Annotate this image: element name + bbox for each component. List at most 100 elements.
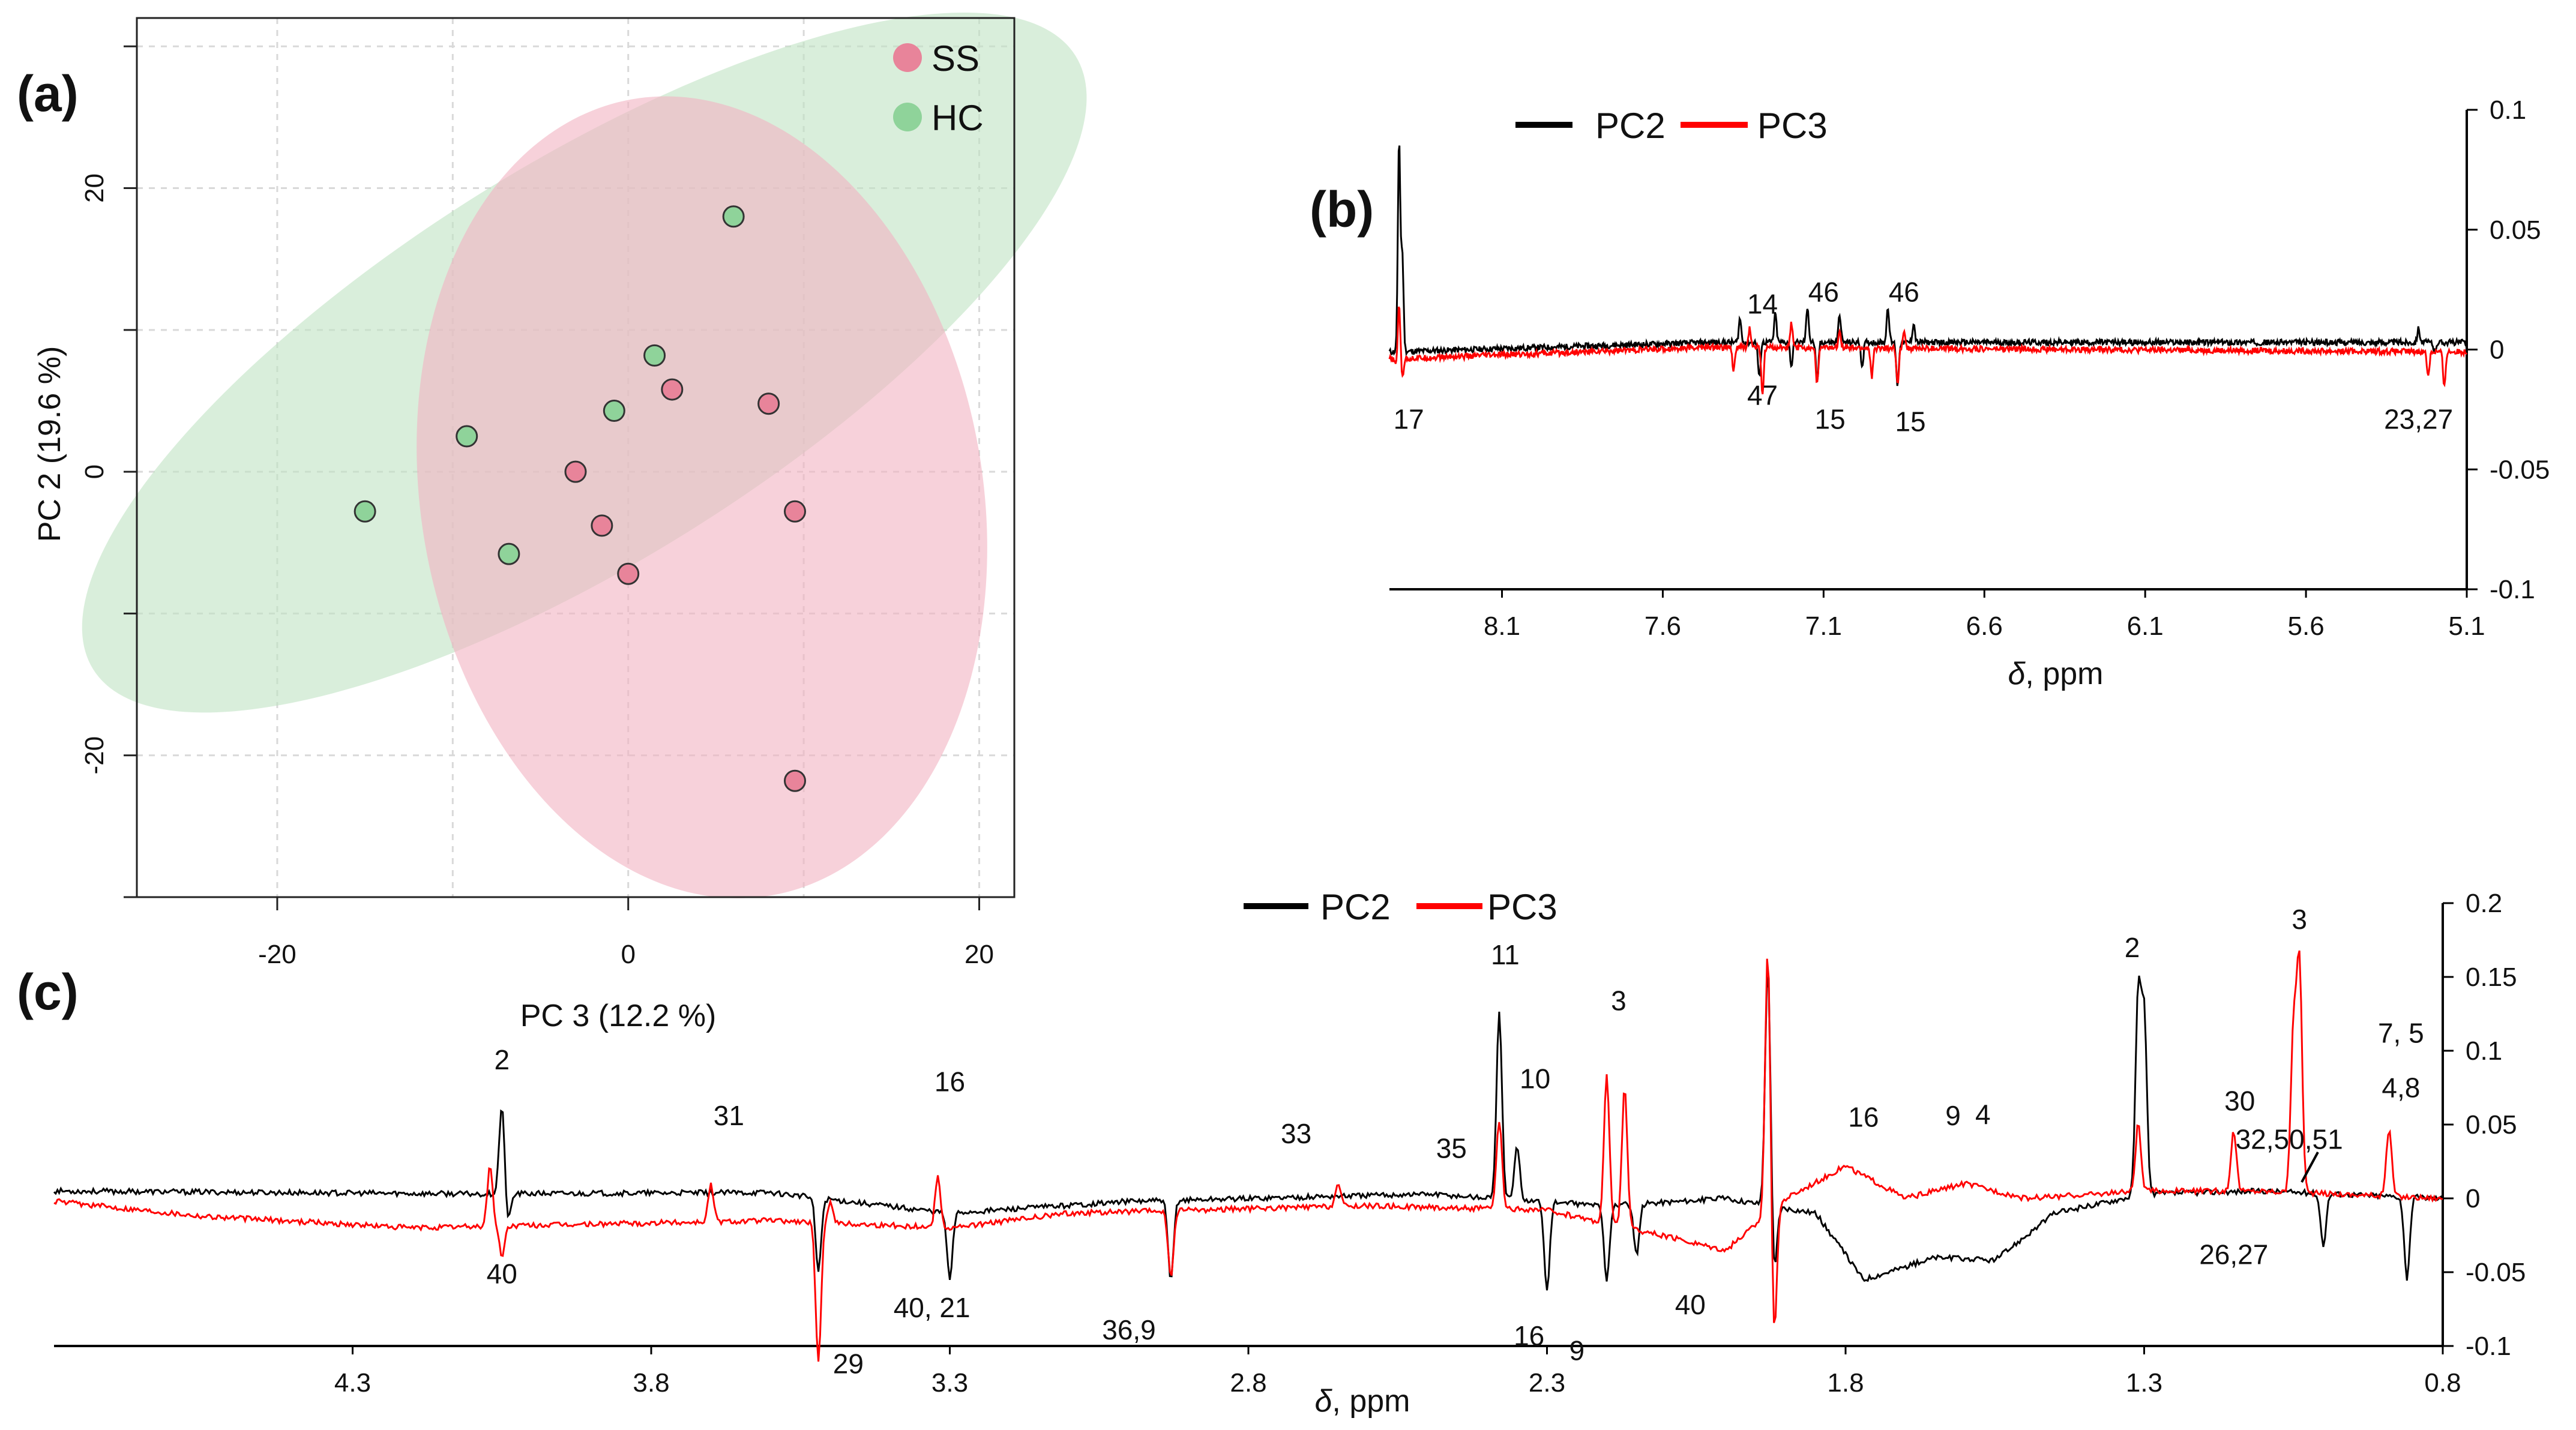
- data-point-ss: [757, 392, 780, 415]
- x-tick-label: 8.1: [1484, 611, 1520, 641]
- confidence-ellipse-ss: [417, 96, 987, 898]
- panel-a-label: (a): [17, 65, 79, 122]
- peak-label: 23,27: [2384, 403, 2453, 434]
- legend-pc3-label: PC3: [1757, 106, 1828, 146]
- peak-label: 3: [2292, 904, 2307, 935]
- panel-c-lines: [53, 950, 2443, 1362]
- panel-a-frame: [136, 17, 1016, 898]
- peak-label: 2: [494, 1044, 510, 1075]
- peak-label: 30: [2224, 1086, 2255, 1117]
- panel-a-y-axis-title: PC 2 (19.6 %): [32, 346, 67, 542]
- peak-label: 40: [1675, 1289, 1706, 1320]
- panel-a-x-axis-title: PC 3 (12.2 %): [520, 999, 717, 1033]
- x-tick-label: 0.8: [2424, 1368, 2461, 1398]
- peak-label: 9: [1945, 1100, 1961, 1131]
- legend-pc2-label: PC2: [1320, 887, 1391, 927]
- panel-c-label: (c): [17, 964, 79, 1020]
- peak-label: 9: [1569, 1335, 1584, 1366]
- x-tick-label: 5.6: [2288, 611, 2325, 641]
- peak-label: 40, 21: [894, 1292, 971, 1323]
- data-point-ss: [617, 562, 640, 585]
- peak-label: 46: [1808, 277, 1839, 308]
- peak-label: 16: [1848, 1102, 1879, 1133]
- peak-label: 17: [1394, 403, 1424, 434]
- data-point-ss: [784, 769, 806, 792]
- legend-ss-marker: [893, 43, 922, 72]
- data-point-hc: [456, 425, 478, 448]
- y-tick-label: 0.2: [2466, 889, 2502, 918]
- panel-a-points: [354, 205, 806, 792]
- x-tick-label: 1.8: [1827, 1368, 1864, 1398]
- panel-a-scatter: (a) -20 0 20 -20 0 20 PC 3 (12.2 %) PC 2 (19.…: [17, 12, 1087, 1033]
- x-tick-label: 6.6: [1966, 611, 2003, 641]
- y-tick-label: -0.05: [2490, 455, 2550, 484]
- x-tick-label: 0: [621, 940, 635, 969]
- data-point-ss: [564, 460, 587, 483]
- panel-c-axes: 4.3 3.8 3.3 2.8 2.3 1.8 1.3 0.8 0.2 0.15 0.1 0.05 0 -…: [54, 889, 2526, 1398]
- data-point-ss: [591, 514, 613, 537]
- panel-b-spectrum: (b) PC2 PC3 8.1 7.6 7.1 6.6 6.1 5.6 5.1 0.1 0.05…: [1310, 95, 2550, 691]
- y-tick-label: 20: [80, 173, 109, 203]
- x-tick-label: 6.1: [2127, 611, 2164, 641]
- panel-a-legend: SS HC: [893, 38, 984, 138]
- peak-label: 14: [1747, 289, 1778, 320]
- y-tick-label: 0.15: [2466, 963, 2517, 992]
- x-tick-label: 3.8: [633, 1368, 669, 1398]
- panel-b-annotations: 17 14 47 46 15 46 15 23,27: [1394, 277, 2454, 437]
- panel-b-label: (b): [1310, 181, 1374, 238]
- peak-label: 10: [1520, 1063, 1550, 1095]
- x-tick-label: -20: [258, 940, 296, 969]
- x-tick-label: 20: [964, 940, 994, 969]
- panel-a-ellipses: [82, 12, 1087, 898]
- peak-label: 16: [934, 1066, 965, 1098]
- legend-pc3-label: PC3: [1487, 887, 1557, 927]
- y-tick-label: 0: [80, 464, 109, 479]
- y-tick-label: -20: [80, 736, 109, 775]
- data-point-ss: [784, 500, 806, 523]
- x-tick-label: 4.3: [334, 1368, 371, 1398]
- peak-label: 16: [1514, 1320, 1544, 1351]
- x-tick-label: 1.3: [2126, 1368, 2162, 1398]
- peak-label: 11: [1491, 939, 1520, 970]
- data-point-hc: [498, 542, 520, 565]
- y-tick-label: 0: [2490, 335, 2504, 365]
- panel-c-x-axis-title: δ, ppm: [1315, 1384, 1410, 1419]
- legend-ss-label: SS: [931, 38, 980, 79]
- peak-label: 1: [2328, 1124, 2343, 1155]
- y-tick-label: 0.05: [2490, 215, 2541, 245]
- y-tick-label: -0.1: [2466, 1332, 2511, 1361]
- peak-label: 29: [833, 1348, 864, 1380]
- peak-label: 4: [1975, 1099, 1991, 1130]
- series-pc2-line: [1388, 145, 2468, 386]
- x-tick-label: 2.8: [1230, 1368, 1266, 1398]
- panel-c-legend: PC2 PC3: [1244, 887, 1557, 927]
- x-tick-label: 7.6: [1645, 611, 1681, 641]
- peak-label: 7, 5: [2378, 1017, 2424, 1048]
- legend-pc2-label: PC2: [1595, 106, 1666, 146]
- y-tick-label: 0.05: [2466, 1110, 2517, 1140]
- x-tick-label: 7.1: [1805, 611, 1842, 641]
- y-tick-label: 0: [2466, 1184, 2480, 1213]
- panel-b-axes: 8.1 7.6 7.1 6.6 6.1 5.6 5.1 0.1 0.05 0 -0.05 -0.1: [1389, 95, 2550, 641]
- peak-label: 26,27: [2199, 1239, 2268, 1270]
- panel-a-ticks: -20 0 20 -20 0 20: [80, 45, 994, 969]
- peak-label: 4,8: [2382, 1072, 2420, 1104]
- series-pc3-line: [53, 950, 2443, 1362]
- peak-label: 15: [1895, 406, 1925, 437]
- series-pc2-line: [53, 975, 2443, 1291]
- panel-b-lines: [1388, 145, 2468, 395]
- peak-label: 32,50,5: [2236, 1124, 2328, 1155]
- data-point-hc: [643, 344, 666, 367]
- peak-label: 47: [1747, 379, 1778, 410]
- legend-hc-label: HC: [931, 98, 984, 138]
- data-point-hc: [354, 500, 376, 523]
- peak-label: 31: [714, 1100, 744, 1131]
- x-tick-label: 2.3: [1529, 1368, 1565, 1398]
- peak-label: 40: [487, 1258, 517, 1289]
- peak-label: 36,9: [1102, 1314, 1156, 1345]
- data-point-hc: [722, 205, 745, 228]
- data-point-hc: [603, 400, 625, 422]
- panel-c-spectrum: (c) PC2 PC3 4.3 3.8 3.3 2.8 2.3 1.8 1.3 0.8 0.2 0…: [17, 887, 2526, 1419]
